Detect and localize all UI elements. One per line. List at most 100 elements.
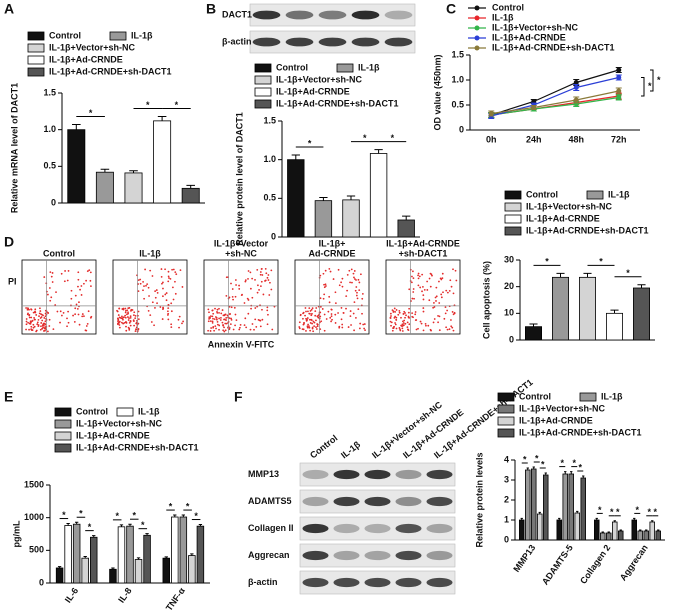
event-dot	[89, 279, 92, 282]
event-dot	[207, 320, 210, 323]
event-dot	[270, 269, 273, 272]
blot-band	[351, 10, 380, 20]
event-dot	[164, 268, 166, 271]
event-dot	[419, 286, 422, 289]
event-dot	[46, 293, 49, 296]
event-dot	[340, 318, 343, 321]
event-dot	[299, 314, 302, 317]
significance-mark: *	[88, 522, 92, 532]
event-dot	[259, 273, 262, 276]
event-dot	[74, 307, 77, 310]
event-dot	[215, 327, 217, 330]
event-dot	[167, 318, 170, 321]
event-dot	[323, 329, 326, 332]
event-dot	[169, 277, 172, 280]
event-dot	[390, 324, 392, 327]
bar	[64, 525, 72, 584]
event-dot	[440, 293, 443, 296]
x-tick-label: 72h	[611, 134, 627, 144]
event-dot	[322, 272, 325, 275]
event-dot	[363, 323, 366, 325]
event-dot	[249, 328, 252, 331]
event-dot	[358, 327, 361, 330]
event-dot	[39, 328, 42, 331]
event-dot	[67, 310, 70, 313]
event-dot	[25, 323, 28, 326]
event-dot	[125, 329, 128, 332]
y-axis-label: pg/mL	[11, 520, 21, 547]
event-dot	[358, 289, 361, 292]
y-tick-label: 0.5	[451, 99, 464, 109]
event-dot	[455, 279, 458, 282]
event-dot	[402, 322, 405, 324]
event-dot	[337, 268, 340, 271]
y-tick-label: 0	[509, 334, 514, 344]
event-dot	[412, 291, 415, 293]
event-dot	[143, 285, 145, 288]
event-dot	[249, 271, 252, 274]
bar	[95, 171, 114, 204]
event-dot	[323, 286, 326, 289]
bar	[314, 200, 333, 238]
significance-mark: *	[598, 505, 602, 515]
event-dot	[162, 308, 164, 311]
event-dot	[389, 312, 392, 315]
legend-swatch	[54, 419, 72, 429]
event-dot	[26, 308, 29, 311]
legend-swatch	[254, 63, 272, 73]
event-dot	[267, 274, 270, 276]
error-bar	[538, 511, 541, 514]
bar	[519, 519, 525, 541]
event-dot	[395, 327, 398, 330]
significance-mark: *	[133, 511, 137, 521]
event-dot	[414, 311, 417, 313]
event-dot	[405, 314, 407, 317]
event-dot	[309, 310, 312, 312]
event-dot	[302, 328, 305, 331]
event-dot	[43, 276, 46, 278]
event-dot	[310, 319, 313, 322]
legend-label: IL-1β+Ad-CRNDE+sh-DACT1	[76, 442, 199, 452]
event-dot	[88, 269, 91, 272]
event-dot	[38, 312, 41, 315]
bar	[537, 513, 543, 541]
event-dot	[450, 319, 452, 321]
event-dot	[341, 285, 344, 288]
legend-label: IL-1β+Ad-CRNDE+sh-DACT1	[492, 42, 615, 52]
event-dot	[155, 289, 158, 291]
event-dot	[211, 309, 214, 312]
event-dot	[267, 279, 270, 281]
bar	[606, 532, 612, 541]
error-bar	[128, 523, 132, 527]
error-bar	[83, 556, 87, 559]
event-dot	[25, 328, 27, 331]
event-dot	[246, 297, 249, 300]
line	[491, 90, 619, 115]
event-dot	[214, 307, 216, 310]
event-dot	[390, 321, 393, 324]
error-bar	[119, 524, 124, 527]
event-dot	[314, 314, 317, 317]
bar	[162, 557, 170, 584]
event-dot	[249, 287, 252, 290]
event-dot	[435, 295, 438, 298]
blot-band	[333, 577, 360, 588]
event-dot	[137, 279, 140, 282]
legend-label: IL-1β+Ad-CRNDE	[519, 415, 593, 425]
event-dot	[393, 316, 396, 319]
event-dot	[81, 315, 84, 318]
event-dot	[298, 327, 301, 330]
event-dot	[164, 293, 167, 296]
event-dot	[402, 324, 404, 327]
event-dot	[124, 311, 127, 314]
event-dot	[330, 315, 333, 318]
bar	[643, 530, 649, 541]
event-dot	[44, 320, 47, 323]
event-dot	[353, 270, 356, 272]
event-dot	[398, 327, 401, 329]
event-dot	[410, 281, 413, 284]
event-dot	[90, 315, 93, 318]
blot-band	[384, 10, 413, 20]
event-dot	[393, 325, 395, 328]
bar	[637, 530, 643, 541]
